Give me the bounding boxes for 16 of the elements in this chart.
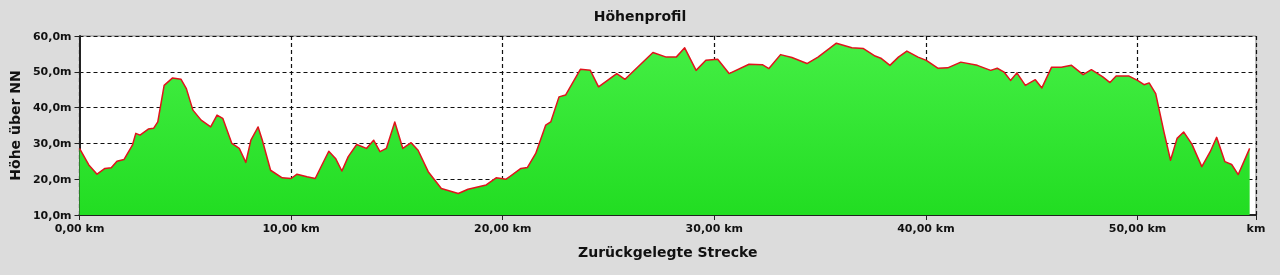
x-tick-label: 0,00 km [54, 222, 105, 235]
x-tick-label: 10,00 km [262, 222, 320, 235]
x-tick-label: 40,00 km [897, 222, 955, 235]
x-axis-title: Zurückgelegte Strecke [578, 244, 758, 260]
y-axis-title: Höhe über NN [7, 70, 23, 181]
x-tick-label: 50,00 km [1108, 222, 1167, 235]
y-tick-label: 40,0m [32, 101, 72, 115]
x-tick-label: 30,00 km [685, 222, 744, 235]
y-tick-label: 10,0m [32, 208, 72, 222]
y-tick-label: 50,0m [32, 65, 72, 79]
chart-title: Höhenprofil [593, 8, 687, 24]
y-tick-label: 60,0m [32, 29, 72, 43]
x-tick-label: km [1246, 222, 1266, 235]
y-tick-label: 30,0m [32, 136, 72, 150]
x-tick-label: 20,00 km [474, 222, 532, 235]
y-tick-label: 20,0m [32, 172, 72, 186]
